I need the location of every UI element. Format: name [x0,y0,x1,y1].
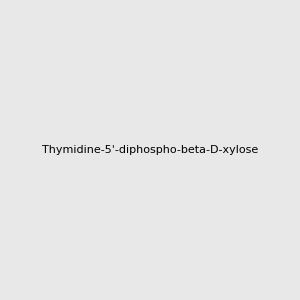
Text: Thymidine-5'-diphospho-beta-D-xylose: Thymidine-5'-diphospho-beta-D-xylose [42,145,258,155]
